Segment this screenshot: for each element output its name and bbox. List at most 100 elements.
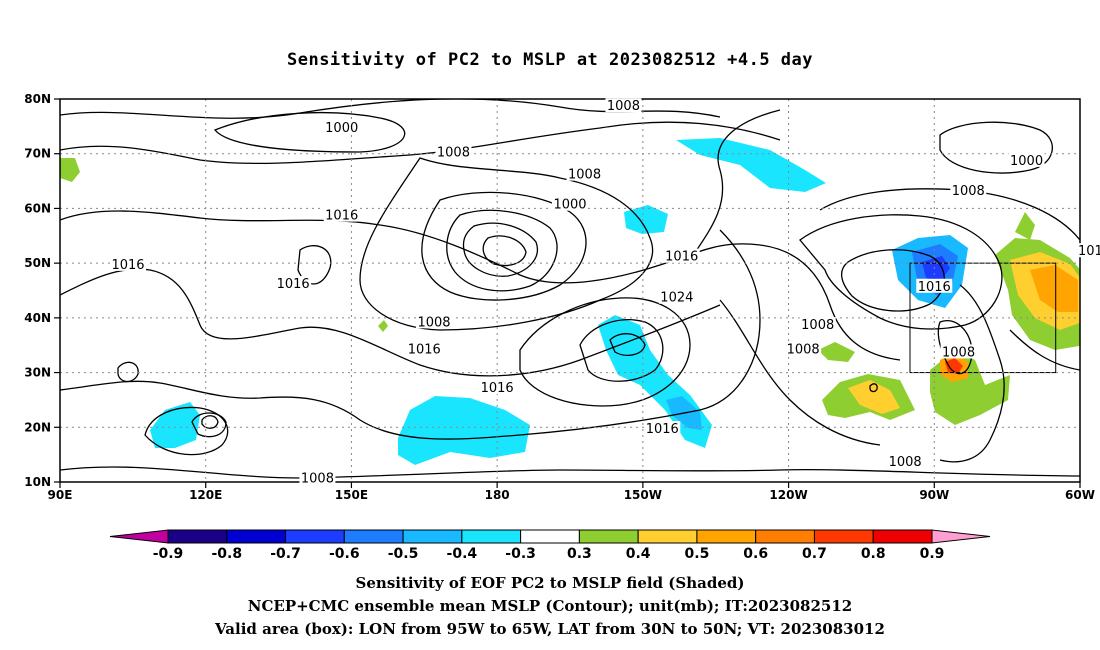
contour-label-bg: [658, 289, 695, 304]
shade-green-box: [818, 342, 855, 362]
latitude-labels: 80N 70N 60N 50N 40N 30N 20N 10N: [24, 92, 51, 489]
contour-label-bg: [416, 314, 452, 329]
contour-label-bg: [605, 98, 642, 113]
shade-red-atlantic: [945, 358, 963, 374]
caption-contour: NCEP+CMC ensemble mean MSLP (Contour); u…: [247, 597, 853, 615]
contour-label: 1008: [301, 471, 334, 486]
contour-label: 1016: [918, 280, 951, 295]
contour-label-bg: [299, 470, 336, 485]
shade-orange-north-atlantic: [1030, 265, 1078, 312]
contour-label: 1016: [646, 422, 679, 437]
lon-label: 150W: [624, 488, 662, 502]
axis-ticks: [54, 98, 1081, 488]
lon-label: 120E: [189, 488, 222, 502]
colorbar-swatch: [226, 529, 287, 544]
colorbar-label: -0.8: [211, 546, 242, 562]
colorbar-swatch: [167, 529, 228, 544]
colorbar-swatch: [578, 529, 639, 544]
shade-yellow-gulf: [848, 380, 900, 414]
contour-labels: 1000 1008 1008 1000 1008 1008 1016 1000 1016 1016…: [110, 98, 1100, 486]
contour-label: 1008: [607, 99, 640, 114]
colorbar-label: 0.6: [743, 546, 768, 562]
colorbar-label: -0.9: [153, 546, 184, 562]
colorbar-label: -0.3: [505, 546, 536, 562]
contour-label: 1016: [481, 381, 514, 396]
colorbar-swatch: [461, 529, 522, 544]
contour-label-bg: [799, 317, 836, 332]
contour-label-bg: [479, 379, 516, 394]
colorbar-swatch: [872, 529, 933, 544]
shade-ddblue-canada: [922, 256, 950, 282]
colorbar-label: 0.5: [685, 546, 710, 562]
lon-label: 90E: [48, 488, 73, 502]
lon-label: 90W: [919, 488, 949, 502]
colorbar-label: 0.4: [626, 546, 651, 562]
contour-label: 1024: [660, 291, 693, 306]
lat-label: 30N: [24, 366, 51, 380]
contour-label: 1008: [801, 318, 834, 333]
colorbar-swatch: [637, 529, 698, 544]
contour-label-bg: [644, 421, 681, 436]
contour-label: 1016: [277, 277, 310, 292]
contour-label-bg: [552, 196, 588, 211]
colorbar-swatch: [343, 529, 404, 544]
lat-label: 20N: [24, 420, 51, 434]
contour-label-bg: [566, 166, 603, 181]
contour-label: 1008: [952, 184, 985, 199]
contour-label: 1008: [889, 455, 922, 470]
lat-label: 80N: [24, 92, 51, 106]
contour-label-bg: [323, 120, 360, 135]
colorbar-label: 0.7: [802, 546, 827, 562]
colorbar-swatch: [520, 529, 580, 544]
colorbar-label: 0.9: [920, 546, 945, 562]
caption-shaded: Sensitivity of EOF PC2 to MSLP field (Sh…: [355, 574, 745, 592]
colorbar-swatch: [285, 529, 345, 544]
colorbar-label: 0.3: [567, 546, 592, 562]
contour-label-bg: [887, 453, 924, 468]
contour-label: 1000: [325, 121, 358, 136]
contour-label-bg: [435, 144, 472, 159]
lon-label: 120W: [769, 488, 807, 502]
colorbar-label: -0.7: [270, 546, 301, 562]
shade-cyan-gulf-alaska: [624, 205, 668, 234]
contour-label: 1008: [437, 146, 470, 161]
contour-label-bg: [1076, 243, 1100, 258]
lat-label: 40N: [24, 311, 51, 325]
colorbar-swatch-high: [931, 529, 991, 544]
colorbar-swatch: [696, 529, 757, 544]
contour-label: 1008: [568, 168, 601, 183]
contour-label: 1016: [408, 343, 441, 358]
contour-label: 1008: [942, 345, 975, 360]
colorbar-swatch-low: [109, 529, 169, 544]
colorbar-swatch: [402, 529, 463, 544]
colorbar-swatch: [755, 529, 815, 544]
lon-label: 180: [485, 488, 510, 502]
contour-label: 1000: [553, 198, 586, 213]
lat-label: 50N: [24, 256, 51, 270]
contour-label-bg: [275, 276, 312, 291]
colorbar-swatch: [813, 529, 874, 544]
contour-label-bg: [950, 183, 987, 198]
contour-label: 1000: [1010, 154, 1043, 169]
plot-title: Sensitivity of PC2 to MSLP at 2023082512…: [286, 50, 813, 70]
longitude-labels: 90E 120E 150E 180 150W 120W 90W 60W: [48, 488, 1095, 502]
contour-label: 1016: [325, 209, 358, 224]
lon-label: 60W: [1065, 488, 1095, 502]
contour-label: 1016: [665, 250, 698, 265]
shade-green-siberia: [60, 158, 80, 182]
contour-label: 1016: [1078, 244, 1100, 259]
map-frame: [59, 98, 1081, 483]
colorbar-label: -0.4: [447, 546, 478, 562]
contour-label-bg: [110, 256, 146, 271]
contour-label-bg: [663, 248, 700, 263]
lat-label: 10N: [24, 475, 51, 489]
lat-label: 60N: [24, 201, 51, 215]
contour-label: 1008: [787, 343, 820, 358]
valid-area-box: [909, 262, 1057, 374]
mslp-contours: [60, 99, 1080, 479]
colorbar-label: -0.6: [329, 546, 360, 562]
contour-label-bg: [940, 344, 977, 359]
lon-label: 150E: [335, 488, 368, 502]
